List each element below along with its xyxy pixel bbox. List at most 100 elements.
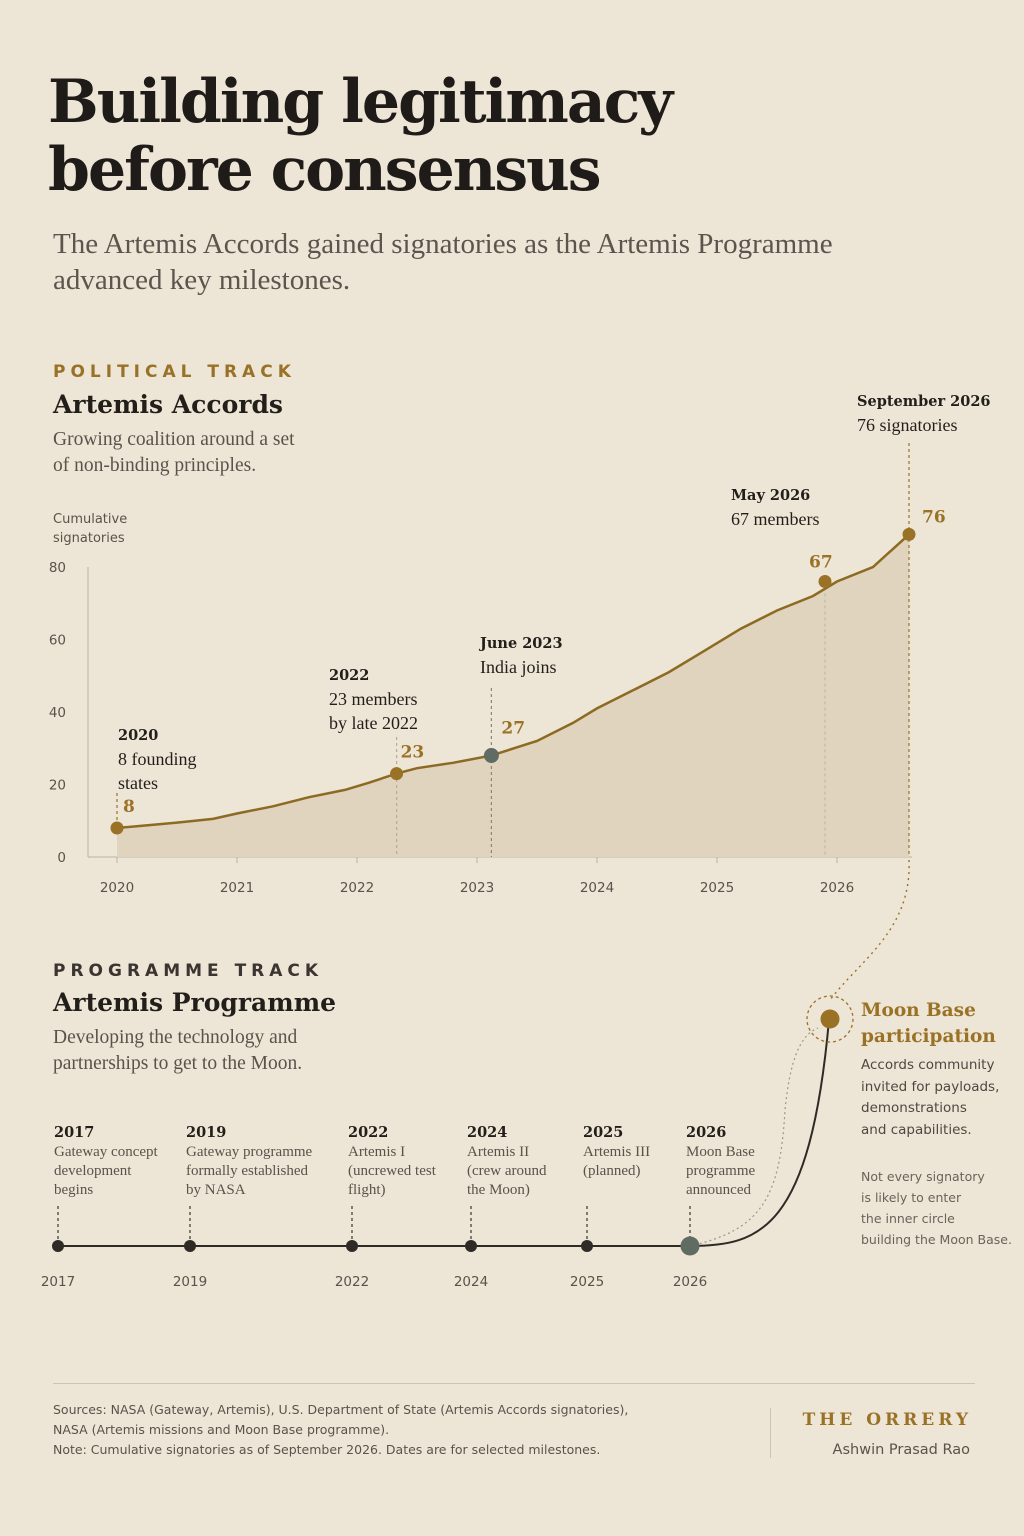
moonbase-note-line-4: building the Moon Base. (861, 1232, 1012, 1247)
x-ticks: 2020 2021 2022 2023 2024 2025 2026 (100, 857, 854, 896)
milestone-desc-line-1: Artemis I (348, 1144, 406, 1160)
annotation-line-2: by late 2022 (329, 713, 418, 733)
page-subtitle: The Artemis Accords gained signatories a… (53, 226, 953, 298)
area-fill (117, 534, 909, 857)
annotation-line-1: 76 signatories (857, 415, 958, 435)
subtitle-line-1: The Artemis Accords gained signatories a… (53, 228, 833, 260)
annotation-3: May 2026 67 members (731, 487, 819, 529)
moonbase-point (820, 1009, 840, 1029)
annotation-date: June 2023 (478, 635, 563, 652)
moonbase-dotted-curve (689, 1027, 819, 1247)
y-tick-label-40: 40 (49, 705, 66, 721)
moonbase-note-line-3: the inner circle (861, 1211, 955, 1226)
milestone-desc-line-3: begins (54, 1182, 94, 1198)
political-desc-line-1: Growing coalition around a set (53, 429, 295, 450)
moonbase-note-line-2: is likely to enter (861, 1190, 962, 1205)
annotation-line-1: 67 members (731, 509, 819, 529)
milestone-year: 2025 (583, 1124, 624, 1141)
milestone-desc-line-1: Artemis III (583, 1144, 651, 1160)
timeline-axis-label-2022: 2022 (335, 1274, 369, 1290)
x-tick-label-2026: 2026 (820, 880, 854, 896)
title-line-2: before consensus (48, 135, 602, 205)
milestone-desc-line-2: programme (686, 1163, 756, 1179)
milestone-desc-line-2: formally established (186, 1163, 309, 1179)
milestone-desc-line-3: by NASA (186, 1182, 246, 1198)
moonbase-desc-line-1: Accords community (861, 1057, 995, 1073)
milestone-desc-line-2: (crew around (467, 1163, 547, 1179)
milestone-block-2019: 2019 Gateway programme formally establishe… (186, 1124, 336, 1200)
annotation-0: 2020 8 founding states (118, 727, 197, 793)
y-tick-label-0: 0 (57, 850, 66, 866)
milestone-dot-2022 (346, 1240, 358, 1252)
point-labels: 8 23 27 67 76 (123, 507, 946, 817)
guide-lines (116, 443, 910, 857)
milestone-block-2022: 2022 Artemis I (uncrewed test flight) (348, 1124, 498, 1200)
x-tick-label-2021: 2021 (220, 880, 254, 896)
annotation-line-1: 23 members (329, 689, 417, 709)
footer-note: Note: Cumulative signatories as of Septe… (53, 1442, 601, 1457)
milestone-desc-line-2: development (54, 1163, 132, 1179)
moonbase-halo (806, 995, 854, 1043)
milestone-block-2017: 2017 Gateway concept development begins (54, 1124, 204, 1200)
x-tick-label-2020: 2020 (100, 880, 134, 896)
footer-sources: Sources: NASA (Gateway, Artemis), U.S. D… (53, 1400, 753, 1460)
x-tick-label-2023: 2023 (460, 880, 494, 896)
subtitle-line-2: advanced key milestones. (53, 264, 351, 296)
political-track-label: POLITICAL TRACK (53, 362, 296, 382)
y-tick-label-80: 80 (49, 560, 66, 576)
data-point-8 (110, 821, 124, 835)
annotation-line-2: states (118, 773, 158, 793)
milestone-dot-2017 (52, 1240, 64, 1252)
annotation-4: September 2026 76 signatories (857, 393, 991, 435)
milestone-desc-line-3: flight) (348, 1182, 386, 1198)
annotation-line-1: 8 founding (118, 749, 197, 769)
data-label-67: 67 (809, 553, 833, 573)
annotations: 2020 8 founding states 2022 23 members by lat… (118, 393, 991, 793)
political-title: Artemis Accords (53, 390, 283, 419)
title-line-1: Building legitimacy (48, 67, 673, 137)
programme-desc-line-1: Developing the technology and (53, 1027, 298, 1048)
milestone-dot-2024 (465, 1240, 477, 1252)
milestone-year: 2017 (54, 1124, 95, 1141)
data-label-23: 23 (401, 743, 425, 763)
milestone-year: 2026 (686, 1124, 727, 1141)
data-point-23 (390, 767, 404, 781)
moonbase-title-line-2: participation (861, 1026, 996, 1047)
milestone-block-2024: 2024 Artemis II (crew around the Moon) (467, 1124, 617, 1200)
data-label-8: 8 (123, 797, 135, 817)
moonbase-title: Moon Base participation (861, 998, 1021, 1050)
milestone-desc-line-2: (uncrewed test (348, 1163, 436, 1179)
annotation-date: May 2026 (731, 487, 810, 504)
milestone-desc-line-1: Artemis II (467, 1144, 530, 1160)
moonbase-note-line-1: Not every signatory (861, 1169, 985, 1184)
annotation-2: June 2023 India joins (478, 635, 563, 677)
milestone-desc-line-1: Moon Base (686, 1144, 755, 1160)
annotation-date: 2022 (329, 667, 369, 684)
milestone-desc-line-2: (planned) (583, 1163, 641, 1179)
sources-line-1: Sources: NASA (Gateway, Artemis), U.S. D… (53, 1402, 629, 1417)
annotation-date: September 2026 (857, 393, 991, 410)
sources-line-2: NASA (Artemis missions and Moon Base pro… (53, 1422, 390, 1437)
y-tick-label-20: 20 (49, 778, 66, 794)
moonbase-curve (689, 1019, 830, 1247)
y-tick-label-60: 60 (49, 633, 66, 649)
moonbase-desc-line-2: invited for payloads, (861, 1078, 1000, 1095)
programme-track-label: PROGRAMME TRACK (53, 961, 324, 981)
moonbase-desc-line-4: and capabilities. (861, 1121, 972, 1138)
series-line (116, 533, 910, 830)
timeline-axis-label-2025: 2025 (570, 1274, 604, 1290)
annotation-date: 2020 (118, 727, 158, 744)
data-point-76 (902, 527, 916, 541)
data-label-27: 27 (501, 719, 525, 739)
data-points (110, 527, 916, 835)
milestone-year: 2019 (186, 1124, 227, 1141)
timeline-axis-label-2024: 2024 (454, 1274, 488, 1290)
footer-vertical-divider (770, 1408, 771, 1458)
moonbase-description: Accords community invited for payloads, … (861, 1055, 1021, 1141)
milestone-block-2026: 2026 Moon Base programme announced (686, 1124, 836, 1200)
programme-title: Artemis Programme (53, 988, 337, 1017)
timeline-axis-label-2017: 2017 (41, 1274, 75, 1290)
x-tick-label-2024: 2024 (580, 880, 614, 896)
brand-name: THE ORRERY (802, 1410, 972, 1430)
